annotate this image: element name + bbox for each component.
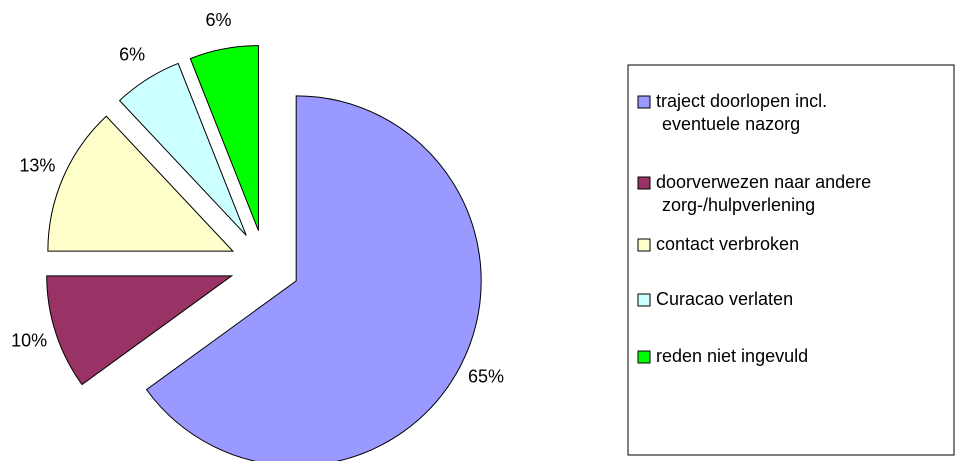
legend-swatch xyxy=(637,293,651,307)
legend-swatch xyxy=(637,95,651,109)
pie-slice xyxy=(118,62,247,236)
legend-label: contact verbroken xyxy=(656,234,799,254)
data-label: 10% xyxy=(11,330,47,350)
pie-slice xyxy=(47,115,235,252)
legend-label: reden niet ingevuld xyxy=(656,346,808,366)
pie-slice xyxy=(189,45,259,231)
data-label: 65% xyxy=(468,366,504,386)
data-label: 6% xyxy=(206,10,232,30)
legend-label: Curacao verlaten xyxy=(656,289,793,309)
legend: traject doorlopen incl. eventuele nazorg d… xyxy=(637,91,871,366)
legend-label: doorverwezen naar andere zorg-/hulpverlen… xyxy=(656,172,871,215)
pie-slice xyxy=(145,95,482,461)
legend-label: traject doorlopen incl. eventuele nazorg xyxy=(656,91,827,134)
legend-swatch xyxy=(637,238,651,252)
pie: 65% 10% 13% 6% 6% xyxy=(11,10,504,461)
legend-swatch xyxy=(637,350,651,364)
pie-slice xyxy=(46,275,234,386)
data-label: 6% xyxy=(119,44,145,64)
legend-swatch xyxy=(637,176,651,190)
legend-box xyxy=(627,64,955,456)
data-label: 13% xyxy=(19,155,55,175)
